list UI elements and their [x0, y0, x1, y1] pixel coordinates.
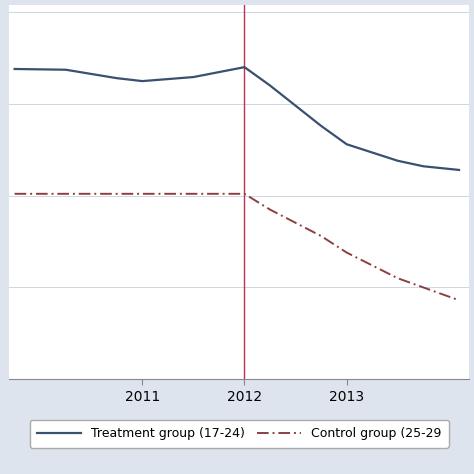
Legend: Treatment group (17-24), Control group (25-29: Treatment group (17-24), Control group (…: [30, 420, 449, 448]
